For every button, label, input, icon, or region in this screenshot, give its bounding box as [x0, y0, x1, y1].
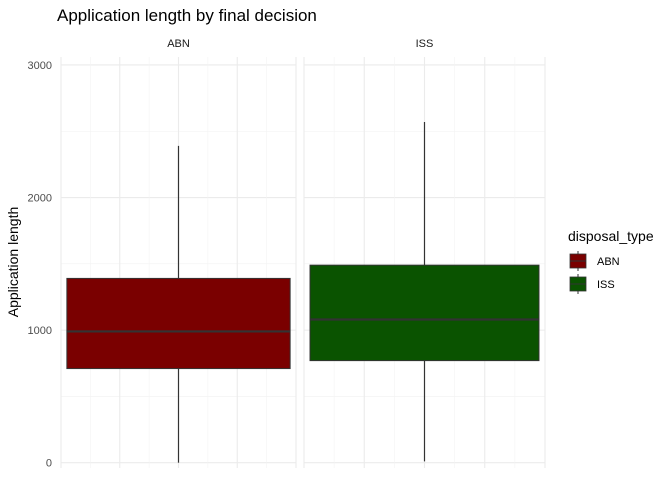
facet-panels: ABN ISS [60, 38, 546, 468]
facet-strip-label: ABN [167, 38, 190, 50]
legend-title: disposal_type [568, 228, 654, 244]
legend-label: ISS [597, 279, 615, 291]
y-tick-label: 1000 [28, 325, 52, 337]
chart-title: Application length by final decision [57, 6, 317, 25]
legend-key-iss: ISS [569, 274, 615, 294]
y-tick-label: 0 [46, 458, 52, 470]
legend: disposal_type ABN ISS [568, 228, 654, 294]
box-iss [309, 264, 540, 362]
y-tick-label: 2000 [28, 193, 52, 205]
facet-panel-abn: ABN [60, 38, 297, 468]
y-axis-ticks: 0 1000 2000 3000 [28, 60, 52, 470]
y-axis-title: Application length [5, 207, 21, 318]
legend-label: ABN [597, 256, 620, 268]
y-tick-label: 3000 [28, 60, 52, 72]
legend-key-abn: ABN [569, 251, 620, 271]
facet-strip-label: ISS [416, 38, 434, 50]
box-abn [66, 277, 291, 370]
facet-panel-iss: ISS [303, 38, 546, 468]
